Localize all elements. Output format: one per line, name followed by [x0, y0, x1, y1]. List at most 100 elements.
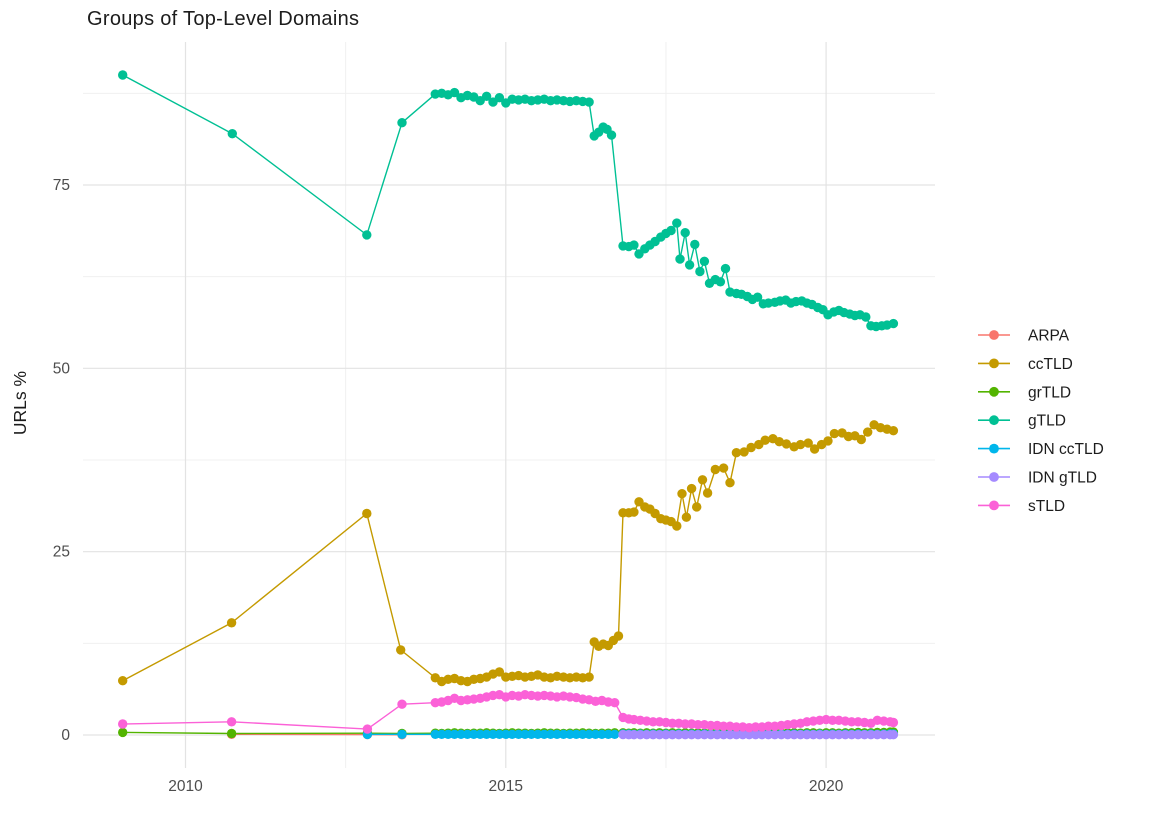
data-point [675, 254, 685, 264]
axis-layer: 2010 2015 2020 0 25 50 75 [53, 177, 844, 795]
data-point [680, 228, 690, 238]
data-point [397, 729, 407, 739]
y-tick-label-50: 50 [53, 360, 71, 377]
data-point [809, 444, 820, 454]
data-point [613, 631, 624, 641]
data-point [863, 427, 873, 437]
data-point [672, 218, 682, 228]
data-point [774, 437, 784, 447]
legend-key-dot [989, 415, 999, 426]
y-tick-label-25: 25 [53, 544, 70, 561]
legend-item-idn-gtld: IDN gTLD [978, 470, 1097, 487]
data-point [584, 97, 594, 107]
legend-key-dot [989, 358, 999, 369]
legend-item-grtld: grTLD [978, 384, 1071, 401]
data-point [118, 676, 128, 686]
data-point [795, 439, 806, 450]
legend-label: ccTLD [1028, 356, 1073, 373]
data-point [710, 464, 720, 475]
data-point [697, 475, 708, 485]
data-point [725, 478, 735, 488]
legend-key-dot [989, 386, 999, 397]
data-point [681, 512, 692, 522]
data-point [666, 225, 676, 236]
data-point [731, 448, 742, 458]
series-gtld [118, 70, 899, 332]
legend-label: gTLD [1028, 413, 1066, 430]
x-tick-label-2020: 2020 [809, 778, 844, 795]
data-point [760, 435, 770, 445]
data-point [362, 230, 372, 240]
data-point [449, 87, 460, 98]
data-point [494, 667, 505, 677]
data-point [888, 730, 899, 740]
data-point [661, 730, 671, 740]
legend-item-cctld: ccTLD [978, 356, 1073, 373]
data-point [610, 729, 620, 739]
legend-key-dot [989, 500, 999, 511]
x-tick-label-2010: 2010 [168, 778, 203, 795]
data-point [715, 277, 726, 287]
data-point [397, 699, 407, 709]
data-point [226, 618, 237, 628]
data-point [699, 256, 710, 266]
legend-key-dot [989, 472, 999, 482]
legend-item-stld: sTLD [978, 498, 1065, 515]
y-axis-title: URLs % [10, 371, 30, 435]
data-point [118, 70, 128, 80]
legend-label: IDN gTLD [1028, 470, 1097, 487]
data-point [695, 266, 705, 277]
data-point [686, 483, 697, 494]
data-point [872, 730, 882, 740]
y-tick-label-0: 0 [61, 727, 70, 744]
series-cctld [118, 420, 899, 687]
data-point [702, 488, 713, 498]
data-point [770, 730, 780, 740]
data-point [823, 436, 833, 446]
legend-key-dot [989, 443, 999, 454]
data-point [610, 698, 620, 708]
data-point [552, 729, 562, 739]
data-point [888, 717, 899, 728]
legend-item-arpa: ARPA [978, 328, 1070, 345]
data-point [690, 239, 700, 250]
legend-label: IDN ccTLD [1028, 441, 1104, 458]
series-line [122, 74, 894, 328]
data-point [362, 724, 373, 734]
legend-label: ARPA [1028, 328, 1070, 345]
legend-item-gtld: gTLD [978, 413, 1066, 430]
data-point [227, 129, 237, 139]
data-point [718, 463, 729, 473]
data-point [629, 507, 639, 517]
series-layer [118, 70, 899, 740]
data-point [396, 645, 406, 655]
data-point [888, 426, 899, 436]
data-point [672, 521, 682, 531]
data-point [803, 438, 813, 448]
data-point [118, 719, 128, 729]
data-point [584, 672, 594, 682]
data-point [118, 727, 128, 738]
data-point [720, 263, 731, 274]
data-point [226, 717, 237, 727]
data-point [629, 240, 639, 250]
data-point [449, 729, 460, 739]
series-stld [118, 690, 899, 734]
data-point [677, 489, 687, 499]
x-tick-label-2015: 2015 [489, 778, 523, 795]
data-point [856, 434, 866, 445]
data-point [829, 428, 840, 439]
legend-item-idn-cctld: IDN ccTLD [978, 441, 1104, 458]
data-point [481, 91, 492, 102]
data-point [226, 728, 237, 739]
data-point [684, 260, 695, 270]
legend: ARPA ccTLD grTLD gTLD IDN ccTLD IDN gTLD sTLD [978, 328, 1104, 515]
data-point [397, 118, 407, 128]
data-point [606, 130, 617, 140]
y-tick-label-75: 75 [53, 177, 70, 194]
data-point [362, 508, 372, 519]
data-point [861, 312, 871, 322]
data-point [692, 502, 702, 512]
